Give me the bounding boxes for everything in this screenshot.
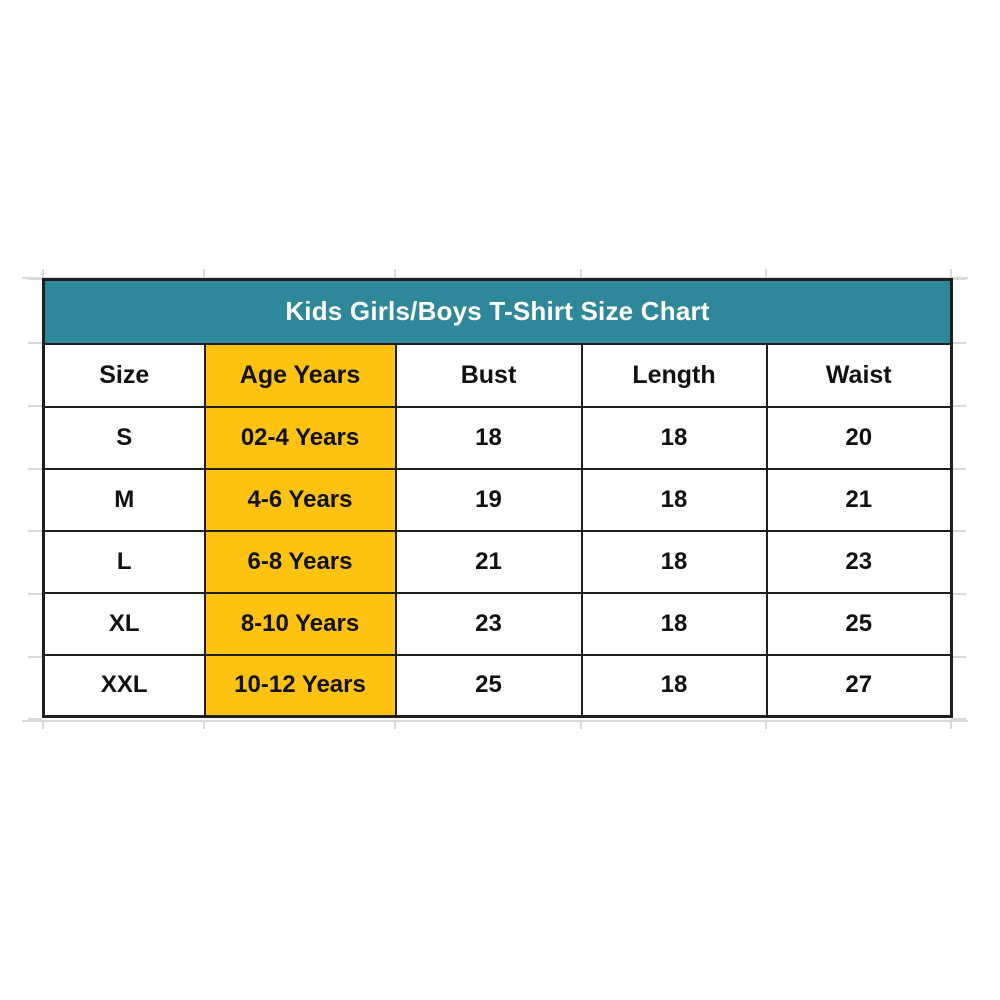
waist-cell: 27 xyxy=(765,653,953,718)
spreadsheet-gridline-tick xyxy=(28,278,42,280)
waist-cell: 25 xyxy=(765,591,953,656)
spreadsheet-gridline-tick xyxy=(951,656,966,658)
bust-cell: 21 xyxy=(394,529,583,594)
length-cell: 18 xyxy=(580,467,768,532)
spreadsheet-gridline-tick xyxy=(28,718,42,720)
spreadsheet-gridline-tick xyxy=(580,720,582,729)
spreadsheet-gridline-tick xyxy=(28,530,42,532)
spreadsheet-gridline-tick xyxy=(951,342,966,344)
age-cell: 10-12 Years xyxy=(203,653,397,718)
spreadsheet-gridline-tick xyxy=(28,468,42,470)
table-row-m: M 4-6 Years 19 18 21 xyxy=(42,467,953,532)
spreadsheet-gridline-tick xyxy=(42,269,44,278)
header-row: Size Age Years Bust Length Waist xyxy=(42,342,953,408)
spreadsheet-gridline-tick xyxy=(28,593,42,595)
waist-cell: 23 xyxy=(765,529,953,594)
column-header-waist: Waist xyxy=(765,342,953,408)
spreadsheet-gridline-tick xyxy=(28,342,42,344)
spreadsheet-gridline-tick xyxy=(951,468,966,470)
spreadsheet-gridline-tick xyxy=(951,718,966,720)
age-cell: 4-6 Years xyxy=(203,467,397,532)
spreadsheet-gridline-tick xyxy=(951,405,966,407)
spreadsheet-gridline-tick xyxy=(951,530,966,532)
size-cell: M xyxy=(42,467,206,532)
spreadsheet-gridline-tick xyxy=(42,720,44,729)
spreadsheet-gridline-tick xyxy=(765,269,767,278)
bust-cell: 23 xyxy=(394,591,583,656)
spreadsheet-gridline-tick xyxy=(203,269,205,278)
age-cell: 6-8 Years xyxy=(203,529,397,594)
spreadsheet-gridline-tick xyxy=(765,720,767,729)
bust-cell: 18 xyxy=(394,405,583,470)
spreadsheet-gridline-tick xyxy=(950,269,952,278)
spreadsheet-gridline-tick xyxy=(394,720,396,729)
length-cell: 18 xyxy=(580,591,768,656)
length-cell: 18 xyxy=(580,653,768,718)
bust-cell: 19 xyxy=(394,467,583,532)
age-cell: 02-4 Years xyxy=(203,405,397,470)
chart-title: Kids Girls/Boys T-Shirt Size Chart xyxy=(42,278,953,345)
spreadsheet-gridline-tick xyxy=(951,278,966,280)
spreadsheet-gridline-tick xyxy=(951,593,966,595)
spreadsheet-gridline-tick xyxy=(22,720,968,722)
size-chart-table: Kids Girls/Boys T-Shirt Size Chart Size … xyxy=(42,278,953,718)
length-cell: 18 xyxy=(580,405,768,470)
size-cell: L xyxy=(42,529,206,594)
waist-cell: 20 xyxy=(765,405,953,470)
column-header-size: Size xyxy=(42,342,206,408)
spreadsheet-gridline-tick xyxy=(28,656,42,658)
bust-cell: 25 xyxy=(394,653,583,718)
size-cell: XL xyxy=(42,591,206,656)
column-header-length: Length xyxy=(580,342,768,408)
age-cell: 8-10 Years xyxy=(203,591,397,656)
spreadsheet-gridline-tick xyxy=(394,269,396,278)
spreadsheet-gridline-tick xyxy=(580,269,582,278)
waist-cell: 21 xyxy=(765,467,953,532)
title-row: Kids Girls/Boys T-Shirt Size Chart xyxy=(42,278,953,345)
size-cell: XXL xyxy=(42,653,206,718)
table-row-s: S 02-4 Years 18 18 20 xyxy=(42,405,953,470)
table-row-xl: XL 8-10 Years 23 18 25 xyxy=(42,591,953,656)
size-cell: S xyxy=(42,405,206,470)
column-header-age-years: Age Years xyxy=(203,342,397,408)
spreadsheet-gridline-tick xyxy=(950,720,952,729)
spreadsheet-gridline-tick xyxy=(203,720,205,729)
table-row-xxl: XXL 10-12 Years 25 18 27 xyxy=(42,653,953,718)
length-cell: 18 xyxy=(580,529,768,594)
table-row-l: L 6-8 Years 21 18 23 xyxy=(42,529,953,594)
spreadsheet-gridline-tick xyxy=(28,405,42,407)
column-header-bust: Bust xyxy=(394,342,583,408)
